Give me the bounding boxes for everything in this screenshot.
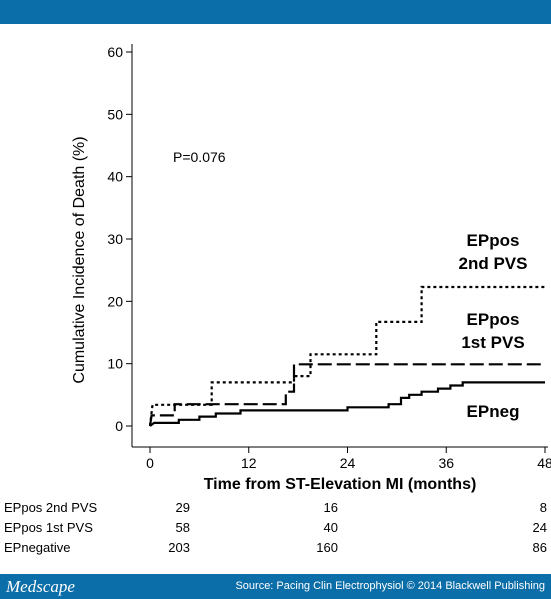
series-label: 2nd PVS [459, 254, 528, 273]
series-label: 1st PVS [461, 333, 524, 352]
y-tick-label: 30 [107, 231, 123, 247]
risk-row-label: EPpos 2nd PVS [4, 500, 98, 515]
y-tick-label: 20 [107, 293, 123, 309]
y-axis-label: Cumulative Incidence of Death (%) [71, 136, 88, 383]
series-label: EPpos [467, 231, 520, 250]
risk-value: 24 [532, 520, 547, 535]
source-citation: Source: Pacing Clin Electrophysiol © 201… [235, 580, 545, 592]
series-line [148, 363, 545, 427]
y-tick-label: 60 [107, 44, 123, 60]
risk-value: 86 [532, 540, 547, 555]
x-tick-label: 0 [146, 455, 154, 471]
p-value-annotation: P=0.076 [173, 149, 226, 165]
risk-value: 29 [175, 500, 190, 515]
risk-value: 8 [539, 500, 547, 515]
risk-value: 16 [323, 500, 338, 515]
risk-value: 40 [323, 520, 338, 535]
top-banner [0, 0, 551, 24]
x-axis-label: Time from ST-Elevation MI (months) [204, 476, 477, 493]
cumulative-incidence-chart: 0 10 20 30 40 50 60 0 12 24 36 48 Time from ST-Eleva… [71, 44, 551, 493]
series-label: EPneg [467, 402, 520, 421]
x-tick-label: 24 [340, 455, 356, 471]
series-label: EPpos [467, 310, 520, 329]
x-tick-label: 12 [241, 455, 257, 471]
risk-row-label: EPpos 1st PVS [4, 520, 93, 535]
y-tick-label: 50 [107, 106, 123, 122]
risk-table-row: EPnegative 203 160 86 [0, 540, 551, 558]
risk-row-label: EPnegative [4, 540, 71, 555]
risk-table-row: EPpos 1st PVS 58 40 24 [0, 520, 551, 538]
risk-value: 160 [316, 540, 338, 555]
risk-value: 58 [175, 520, 190, 535]
risk-value: 203 [168, 540, 190, 555]
x-tick-label: 36 [438, 455, 454, 471]
y-tick-label: 0 [115, 418, 123, 434]
risk-table-row: EPpos 2nd PVS 29 16 8 [0, 500, 551, 518]
footer-bar: Medscape Source: Pacing Clin Electrophys… [0, 574, 551, 599]
medscape-logo: Medscape [6, 577, 75, 596]
y-tick-label: 40 [107, 169, 123, 185]
series-line [149, 381, 545, 427]
y-tick-label: 10 [107, 356, 123, 372]
x-tick-label: 48 [537, 455, 551, 471]
